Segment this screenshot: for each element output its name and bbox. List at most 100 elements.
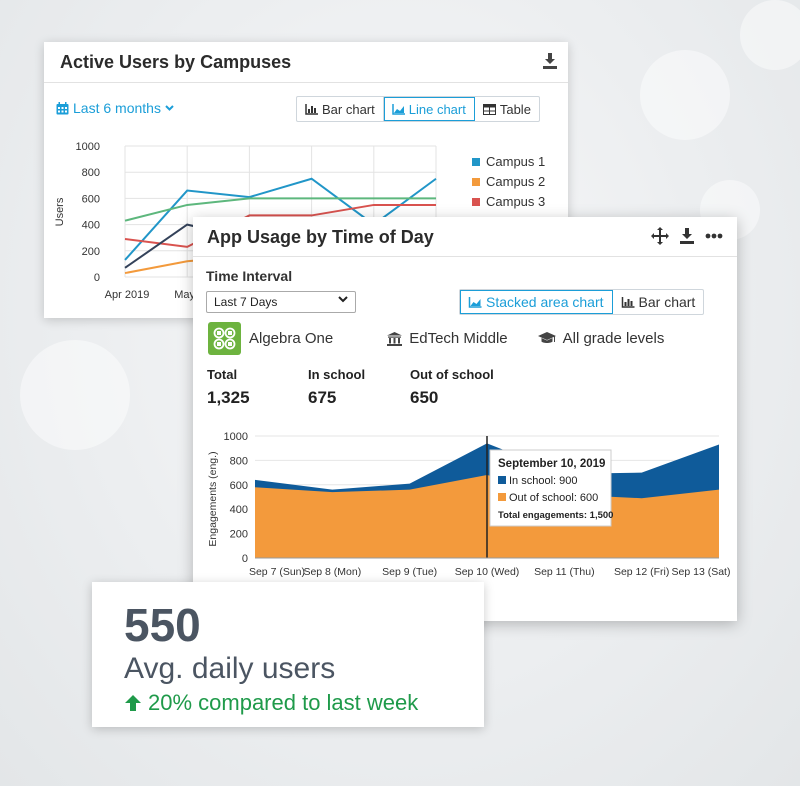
background-bubble — [20, 340, 130, 450]
trend-text: 20% compared to last week — [148, 690, 419, 715]
chart-type-tabs: Stacked area chart Bar chart — [459, 289, 705, 315]
y-tick-label: 800 — [230, 455, 248, 467]
x-tick-label: Sep 7 (Sun) — [249, 566, 305, 578]
y-axis-label: Users — [54, 197, 66, 226]
more-options-icon[interactable] — [705, 233, 723, 239]
tab-label: Line chart — [408, 101, 466, 117]
card-header: App Usage by Time of Day — [193, 217, 737, 257]
school-name: EdTech Middle — [409, 330, 508, 347]
tooltip-in-school: In school: 900 — [509, 475, 578, 487]
legend-label: Campus 2 — [486, 174, 545, 189]
download-icon[interactable] — [679, 227, 695, 245]
background-bubble — [640, 50, 730, 140]
stat-value: 650 — [410, 388, 439, 407]
tab-table[interactable]: Table — [475, 97, 539, 121]
x-tick-label: Sep 10 (Wed) — [455, 566, 520, 578]
legend-swatch — [472, 198, 480, 206]
legend-swatch — [472, 178, 480, 186]
stat-label: Total — [207, 367, 238, 382]
y-tick-label: 1000 — [76, 141, 100, 153]
out-school-swatch — [498, 493, 506, 501]
table-icon — [482, 103, 496, 115]
stat-total: Total 1,325 — [207, 367, 250, 408]
app-usage-card: App Usage by Time of Day Time Interval L… — [193, 217, 737, 621]
app-logo-icon — [208, 322, 241, 355]
x-tick-label: Sep 13 (Sat) — [672, 566, 731, 578]
tab-label: Stacked area chart — [486, 294, 604, 310]
y-tick-label: 1000 — [224, 431, 248, 443]
tab-bar-chart[interactable]: Bar chart — [297, 97, 384, 121]
stat-value: 1,325 — [207, 388, 250, 407]
tooltip-date: September 10, 2019 — [498, 458, 605, 470]
area-chart-icon — [468, 296, 482, 308]
chevron-down-icon — [165, 105, 174, 111]
y-tick-label: 200 — [82, 246, 100, 258]
grade-level: All grade levels — [562, 330, 665, 347]
x-tick-label: Sep 8 (Mon) — [303, 566, 361, 578]
date-range-dropdown[interactable]: Last 6 months — [56, 100, 174, 116]
card-title: App Usage by Time of Day — [207, 227, 434, 247]
kpi-trend: 20% compared to last week — [124, 690, 418, 716]
download-icon[interactable] — [542, 52, 558, 70]
arrow-up-icon — [125, 695, 141, 711]
tooltip-total: Total engagements: 1,500 — [498, 510, 613, 521]
stat-label: Out of school — [410, 367, 494, 382]
x-tick-label: Sep 11 (Thu) — [534, 566, 595, 578]
x-tick-label: Sep 9 (Tue) — [382, 566, 437, 578]
graduation-cap-icon — [537, 332, 556, 343]
series-line — [124, 203, 436, 248]
chart-tooltip: September 10, 2019 In school: 900 Out of… — [489, 449, 613, 527]
x-tick-label: Apr 2019 — [105, 289, 150, 301]
date-range-label: Last 6 months — [73, 100, 161, 116]
line-chart-icon — [392, 103, 405, 115]
grade-filter[interactable]: All grade levels — [537, 330, 665, 347]
tab-label: Table — [499, 101, 531, 117]
tab-stacked-area-chart[interactable]: Stacked area chart — [460, 290, 613, 314]
y-tick-label: 600 — [82, 193, 100, 205]
tab-label: Bar chart — [638, 294, 696, 310]
legend-swatch — [472, 158, 480, 166]
app-name[interactable]: Algebra One — [249, 330, 334, 347]
chevron-down-icon — [338, 296, 348, 303]
tab-label: Bar chart — [322, 101, 375, 117]
card-title: Active Users by Campuses — [60, 52, 292, 72]
y-axis-label: Engagements (eng.) — [207, 451, 219, 546]
time-interval-label: Time Interval — [206, 268, 293, 284]
y-tick-label: 600 — [230, 480, 248, 492]
selected-value: Last 7 Days — [214, 295, 278, 309]
y-tick-label: 800 — [82, 167, 100, 179]
avg-daily-users-card: 550 Avg. daily users 20% compared to las… — [92, 582, 484, 727]
bar-chart-icon — [621, 296, 635, 308]
filter-bar: Algebra One EdTech Middle All grade leve… — [208, 322, 664, 355]
calendar-icon — [56, 101, 69, 114]
stat-label: In school — [308, 367, 366, 382]
stat-value: 675 — [308, 388, 337, 407]
background-bubble — [740, 0, 800, 70]
kpi-label: Avg. daily users — [124, 652, 336, 685]
y-tick-label: 400 — [230, 504, 248, 516]
y-tick-label: 0 — [94, 272, 100, 284]
move-icon[interactable] — [651, 227, 669, 245]
y-tick-label: 200 — [230, 529, 248, 541]
x-tick-label: Sep 12 (Fri) — [614, 566, 669, 578]
tab-bar-chart[interactable]: Bar chart — [613, 290, 704, 314]
tab-line-chart[interactable]: Line chart — [383, 97, 475, 121]
in-school-swatch — [498, 476, 506, 484]
y-tick-label: 400 — [82, 220, 100, 232]
bar-chart-icon — [305, 103, 318, 115]
legend-label: Campus 1 — [486, 154, 545, 169]
engagement-area-chart: Engagements (eng.) 0 200 400 600 800 1000 Sep 7… — [207, 431, 731, 578]
tooltip-out-school: Out of school: 600 — [509, 492, 598, 504]
card-header: Active Users by Campuses — [44, 42, 568, 83]
school-building-icon — [387, 331, 403, 346]
series-line — [124, 197, 436, 222]
series-line — [124, 177, 437, 261]
school-filter[interactable]: EdTech Middle — [387, 330, 508, 347]
stat-out-of-school: Out of school 650 — [410, 367, 494, 408]
time-interval-select[interactable]: Last 7 Days — [206, 291, 356, 313]
chart-type-tabs: Bar chart Line chart Table — [296, 96, 540, 122]
legend-label: Campus 3 — [486, 194, 545, 209]
stat-in-school: In school 675 — [308, 367, 365, 408]
y-tick-label: 0 — [242, 553, 248, 565]
kpi-value: 550 — [124, 599, 201, 651]
